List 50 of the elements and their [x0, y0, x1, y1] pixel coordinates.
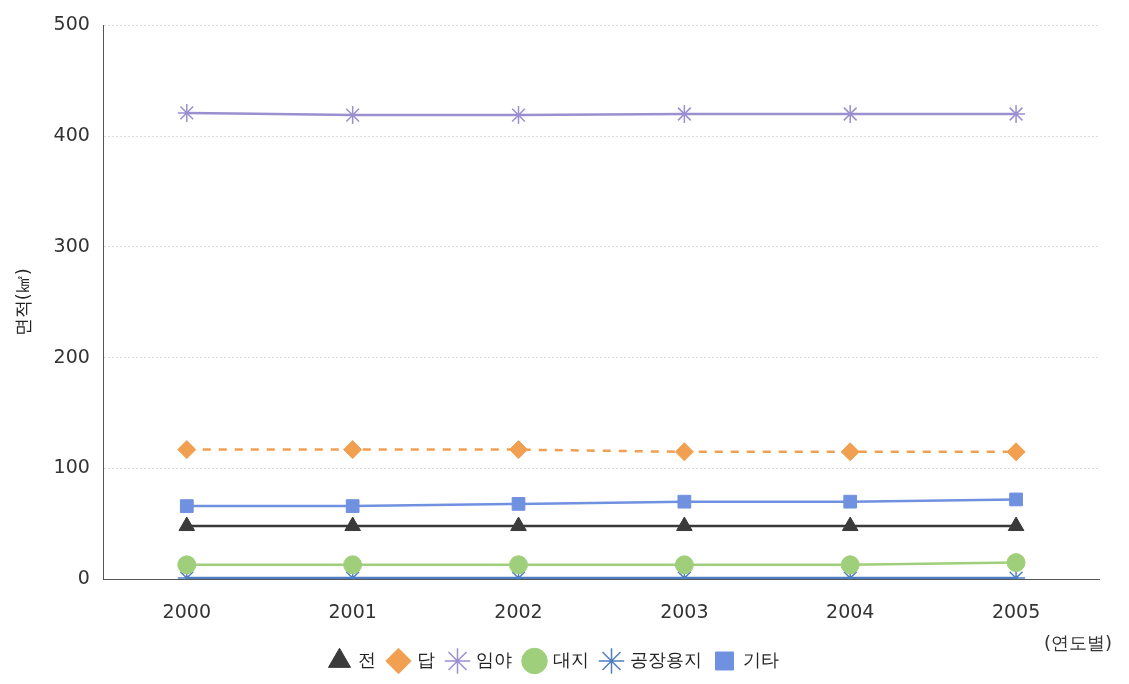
- point: [1009, 492, 1023, 507]
- point: [674, 104, 695, 124]
- point: [840, 104, 860, 124]
- point: [509, 555, 529, 575]
- legend-label: 공장용지: [629, 648, 702, 670]
- point: [843, 494, 858, 509]
- x-tick-label: 2001: [328, 599, 377, 622]
- point: [179, 499, 194, 513]
- y-tick-label: 0: [77, 566, 90, 589]
- point: [509, 440, 529, 460]
- point: [841, 516, 859, 532]
- point: [1007, 516, 1025, 532]
- point: [1006, 553, 1026, 573]
- x-tick-label: 2002: [494, 599, 543, 622]
- point: [343, 555, 363, 575]
- x-tick-label: 2000: [162, 599, 211, 622]
- x-axis-title: (연도별): [1044, 631, 1113, 653]
- legend-label: 기타: [742, 648, 779, 670]
- y-tick-label: 500: [53, 12, 90, 35]
- point: [674, 555, 694, 575]
- point: [510, 516, 527, 532]
- legend-label: 전: [357, 648, 376, 670]
- point: [342, 105, 363, 125]
- y-tick-label: 400: [53, 123, 90, 146]
- y-tick-label: 100: [53, 455, 90, 478]
- legend-label: 대지: [552, 648, 589, 670]
- legend-label: 답: [416, 648, 435, 670]
- point: [177, 103, 197, 123]
- legend-label: 임야: [475, 648, 512, 670]
- point: [1006, 104, 1026, 124]
- point: [178, 516, 196, 532]
- x-tick-label: 2004: [826, 599, 875, 622]
- point: [343, 440, 363, 460]
- point: [676, 516, 693, 532]
- point: [511, 497, 526, 511]
- y-axis-title: 면적(㎢): [12, 268, 34, 337]
- x-tick-label: 2003: [660, 599, 709, 622]
- point: [177, 555, 197, 575]
- y-tick-label: 300: [53, 233, 90, 256]
- point: [1006, 442, 1026, 462]
- point: [344, 516, 361, 532]
- x-tick-label: 2005: [991, 599, 1041, 622]
- y-tick-label: 200: [53, 344, 90, 367]
- point: [177, 440, 197, 460]
- point: [840, 555, 860, 575]
- point: [345, 499, 360, 513]
- point: [840, 442, 860, 462]
- point: [674, 442, 694, 462]
- point: [677, 494, 692, 509]
- point: [508, 105, 529, 125]
